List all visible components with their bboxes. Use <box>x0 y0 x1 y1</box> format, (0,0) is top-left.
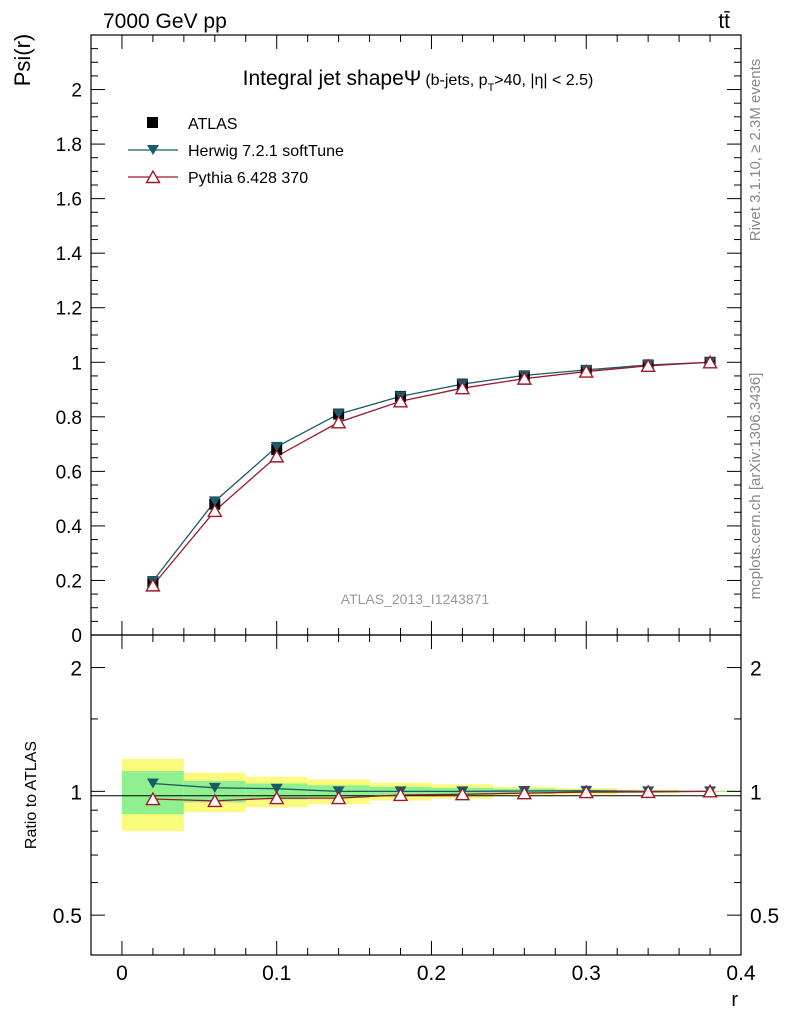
ratio-panel: 0.5 0.5 1 1 2 2 0 0.1 0.2 0.3 0.4 Ratio to ATLAS r <box>23 634 779 1011</box>
ratio-point-pythia-6-428-370 <box>578 784 594 799</box>
main-point-herwig-7-2-1-softtune <box>332 409 345 420</box>
chart-title-detail-sub: T <box>488 82 495 94</box>
main-point-pythia-6-428-370 <box>516 371 533 385</box>
main-y-tick-label: 1.4 <box>56 244 83 265</box>
legend-pythia-label: Pythia 6.428 370 <box>188 170 308 187</box>
main-point-pythia-6-428-370 <box>640 358 656 373</box>
ratio-point-pythia-6-428-370 <box>207 793 223 808</box>
main-line-pythia-6-428-370 <box>152 361 711 586</box>
main-y-tick-label: 0.2 <box>56 571 82 592</box>
main-y-tick-label: 1.6 <box>56 190 82 211</box>
chart-title-main: Integral jet shape <box>243 67 404 90</box>
ratio-point-pythia-6-428-370 <box>516 785 533 800</box>
energy-label: 7000 GeV pp <box>103 10 227 33</box>
process-label: tt̄ <box>718 10 730 33</box>
legend-herwig-label: Herwig 7.2.1 softTune <box>188 143 344 160</box>
ratio-line-pythia-6-428-370 <box>152 790 711 802</box>
ratio-point-pythia-6-428-370 <box>269 790 285 805</box>
ratio-axis-ticks: 0.5 0.5 1 1 2 2 0 0.1 0.2 0.3 0.4 <box>53 635 779 985</box>
main-y-tick-label: 0.6 <box>56 462 82 483</box>
ratio-point-pythia-6-428-370 <box>702 783 718 798</box>
main-series-lines <box>152 361 711 586</box>
ratio-y-tick-label: 0.5 <box>53 905 82 928</box>
legend: ATLAS Herwig 7.2.1 softTune Pythia 6.428… <box>128 116 344 187</box>
x-tick-label: 0.4 <box>726 962 756 985</box>
chart-title-psi: Ψ <box>404 67 422 90</box>
main-point-pythia-6-428-370 <box>269 448 285 463</box>
ratio-point-pythia-6-428-370 <box>145 791 161 806</box>
main-y-tick-label: 0 <box>71 626 82 647</box>
x-axis-label: r <box>731 989 738 1011</box>
main-point-pythia-6-428-370 <box>392 393 409 408</box>
main-y-tick-label: 1.8 <box>56 135 82 156</box>
main-point-pythia-6-428-370 <box>207 503 223 518</box>
main-point-pythia-6-428-370 <box>330 414 347 429</box>
chart-title-detail-2: >40, |η| < 2.5) <box>494 72 593 89</box>
ratio-point-herwig-7-2-1-softtune <box>146 778 159 789</box>
analysis-watermark: ATLAS_2013_I1243871 <box>341 591 490 607</box>
main-point-herwig-7-2-1-softtune <box>270 441 283 452</box>
main-y-tick-label: 0.4 <box>56 517 83 538</box>
ratio-ylabel: Ratio to ATLAS <box>23 741 40 849</box>
main-point-pythia-6-428-370 <box>702 354 718 369</box>
x-tick-label: 0.3 <box>572 962 601 985</box>
main-ylabel: Psi(r) <box>10 34 35 87</box>
ratio-point-pythia-6-428-370 <box>392 787 409 802</box>
x-tick-label: 0 <box>116 962 128 985</box>
legend-atlas-label: ATLAS <box>188 116 238 133</box>
ratio-y-tick-label-right: 2 <box>750 658 762 681</box>
ratio-series-markers <box>145 778 718 808</box>
ratio-point-pythia-6-428-370 <box>330 790 347 805</box>
mcplots-label: mcplots.cern.ch [arXiv:1306.3436] <box>747 373 764 600</box>
main-series-markers <box>145 354 718 592</box>
main-axis-ticks: 0 0.2 0.4 0.6 0.8 1 1.2 1.4 1.6 1.8 2 <box>56 35 742 647</box>
main-point-pythia-6-428-370 <box>145 577 161 592</box>
main-y-tick-label: 2 <box>71 81 82 102</box>
x-tick-label: 0.2 <box>417 962 446 985</box>
chart-title: Integral jet shapeΨ (b-jets, pT>40, |η| <… <box>243 67 594 94</box>
ratio-point-pythia-6-428-370 <box>454 786 471 801</box>
main-y-tick-label: 1 <box>71 353 82 374</box>
main-point-herwig-7-2-1-softtune <box>208 496 221 507</box>
legend-pythia-marker <box>145 169 161 184</box>
rivet-version-label: Rivet 3.1.10, ≥ 2.3M events <box>747 59 764 242</box>
main-point-pythia-6-428-370 <box>454 380 471 395</box>
ratio-point-herwig-7-2-1-softtune <box>208 782 221 793</box>
ratio-point-herwig-7-2-1-softtune <box>270 783 283 794</box>
ratio-plot-frame <box>90 634 742 956</box>
main-y-tick-label: 1.2 <box>56 299 82 320</box>
main-y-tick-label: 0.8 <box>56 408 82 429</box>
ratio-y-tick-label: 1 <box>70 781 82 804</box>
ratio-y-tick-label: 2 <box>70 658 82 681</box>
main-point-pythia-6-428-370 <box>578 364 594 378</box>
legend-atlas-marker <box>147 117 158 128</box>
ratio-y-tick-label-right: 0.5 <box>750 905 779 928</box>
chart-title-detail-1: (b-jets, p <box>425 72 487 89</box>
ratio-series-lines <box>152 782 711 802</box>
legend-herwig-marker <box>147 145 159 155</box>
main-line-herwig-7-2-1-softtune <box>152 361 711 582</box>
ratio-y-tick-label-right: 1 <box>750 781 762 804</box>
ratio-point-pythia-6-428-370 <box>640 784 656 799</box>
x-tick-label: 0.1 <box>262 962 291 985</box>
ratio-line-herwig-7-2-1-softtune <box>152 782 711 793</box>
main-panel: 0 0.2 0.4 0.6 0.8 1 1.2 1.4 1.6 1.8 2 Psi(r) Integ… <box>10 34 742 647</box>
